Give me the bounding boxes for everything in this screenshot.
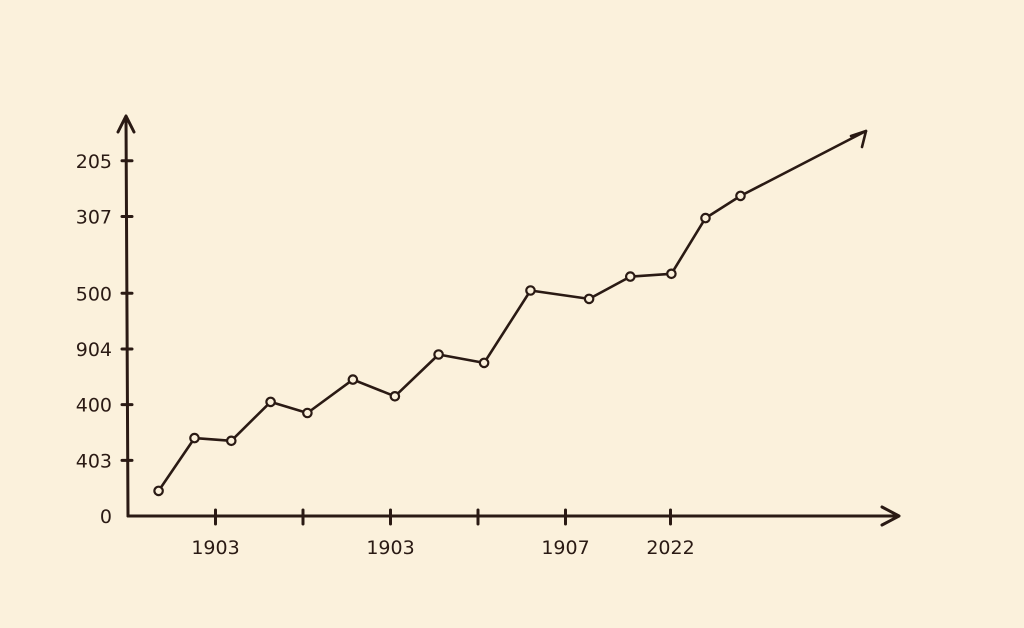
trend-arrowhead [849,129,868,149]
y-tick-label-0: 0 [100,506,112,528]
data-point-2 [226,435,237,447]
y-ticks: 0 403 400 904 500 307 205 [76,151,134,528]
x-tick-label-1: 1903 [366,537,414,559]
data-point-1 [189,432,200,444]
y-tick-label-1: 403 [76,450,112,472]
data-point-3 [265,396,276,408]
data-point-8 [478,357,490,369]
data-point-9 [525,285,536,296]
x-tick-label-3: 2022 [646,537,694,559]
x-tick-label-0: 1903 [191,537,239,559]
x-tick-label-2: 1907 [541,537,589,559]
data-point-11 [624,271,636,282]
data-point-7 [433,349,444,360]
y-tick-label-5: 307 [76,206,112,228]
y-tick-label-3: 904 [76,339,112,361]
series [153,129,868,497]
data-point-5 [347,374,359,385]
y-axis-arrowhead [116,114,136,134]
data-point-6 [389,390,401,402]
data-point-10 [583,293,595,305]
y-tick-label-4: 500 [76,283,112,305]
data-point-13 [700,212,711,224]
data-point-12 [666,268,677,280]
y-axis-line [124,116,130,518]
x-axis-arrowhead [880,505,901,527]
data-point-4 [302,407,313,419]
y-tick-label-6: 205 [76,151,112,173]
y-tick-label-2: 400 [76,395,112,417]
series-line-0 [157,129,868,493]
x-ticks: 1903 1903 1907 2022 [191,508,695,559]
axes [116,114,901,527]
data-point-14 [735,190,746,202]
data-point-0 [153,485,164,497]
